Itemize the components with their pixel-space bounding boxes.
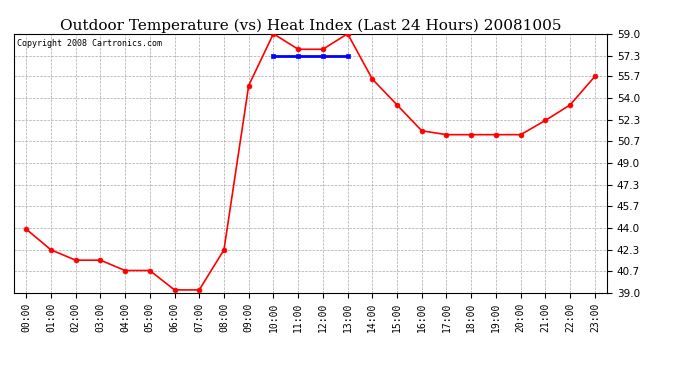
Title: Outdoor Temperature (vs) Heat Index (Last 24 Hours) 20081005: Outdoor Temperature (vs) Heat Index (Las…	[60, 18, 561, 33]
Text: Copyright 2008 Cartronics.com: Copyright 2008 Cartronics.com	[17, 39, 161, 48]
